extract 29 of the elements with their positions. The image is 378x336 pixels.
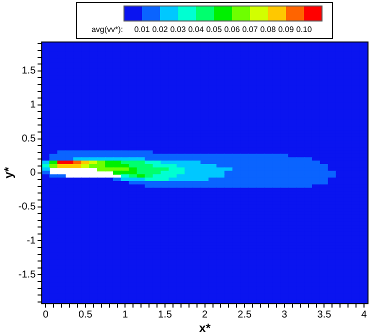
color-bar-label: 0.05 — [206, 25, 222, 34]
x-tick-label: 3 — [282, 309, 288, 320]
y-axis-title: y* — [2, 166, 16, 178]
y-tick-label: 1 — [30, 100, 36, 111]
x-tick-label: 3.5 — [317, 309, 332, 320]
color-bar-label: 0.01 — [134, 25, 150, 34]
color-bar-label: 0.08 — [260, 25, 276, 34]
y-tick-label: 1.5 — [22, 66, 36, 77]
color-bar-title: avg(vv*): — [91, 25, 123, 34]
x-tick-label: 1 — [122, 309, 128, 320]
y-tick-label: -1 — [26, 236, 36, 246]
x-axis-title: x* — [199, 321, 211, 336]
color-bar-label: 0.02 — [152, 25, 168, 34]
x-tick-label: 4 — [361, 309, 368, 320]
x-tick-label: 2 — [202, 309, 208, 320]
x-tick-label: 1.5 — [158, 309, 172, 320]
color-bar-label: 0.07 — [242, 25, 258, 34]
color-bar-label: 0.09 — [278, 25, 294, 34]
x-tick-label: 0 — [42, 309, 49, 320]
y-tick-label: -1.5 — [18, 269, 36, 280]
color-bar-label: 0.03 — [170, 25, 186, 34]
color-bar-label: 0.10 — [296, 25, 312, 34]
x-tick-label: 2.5 — [238, 309, 252, 320]
y-tick-label: -0.5 — [18, 202, 36, 213]
color-bar-label: 0.06 — [224, 25, 240, 34]
y-tick-label: 0 — [30, 168, 36, 179]
x-tick-label: 0.5 — [78, 309, 93, 320]
y-tick-label: 0.5 — [22, 134, 36, 145]
color-bar-label: 0.04 — [188, 25, 204, 34]
